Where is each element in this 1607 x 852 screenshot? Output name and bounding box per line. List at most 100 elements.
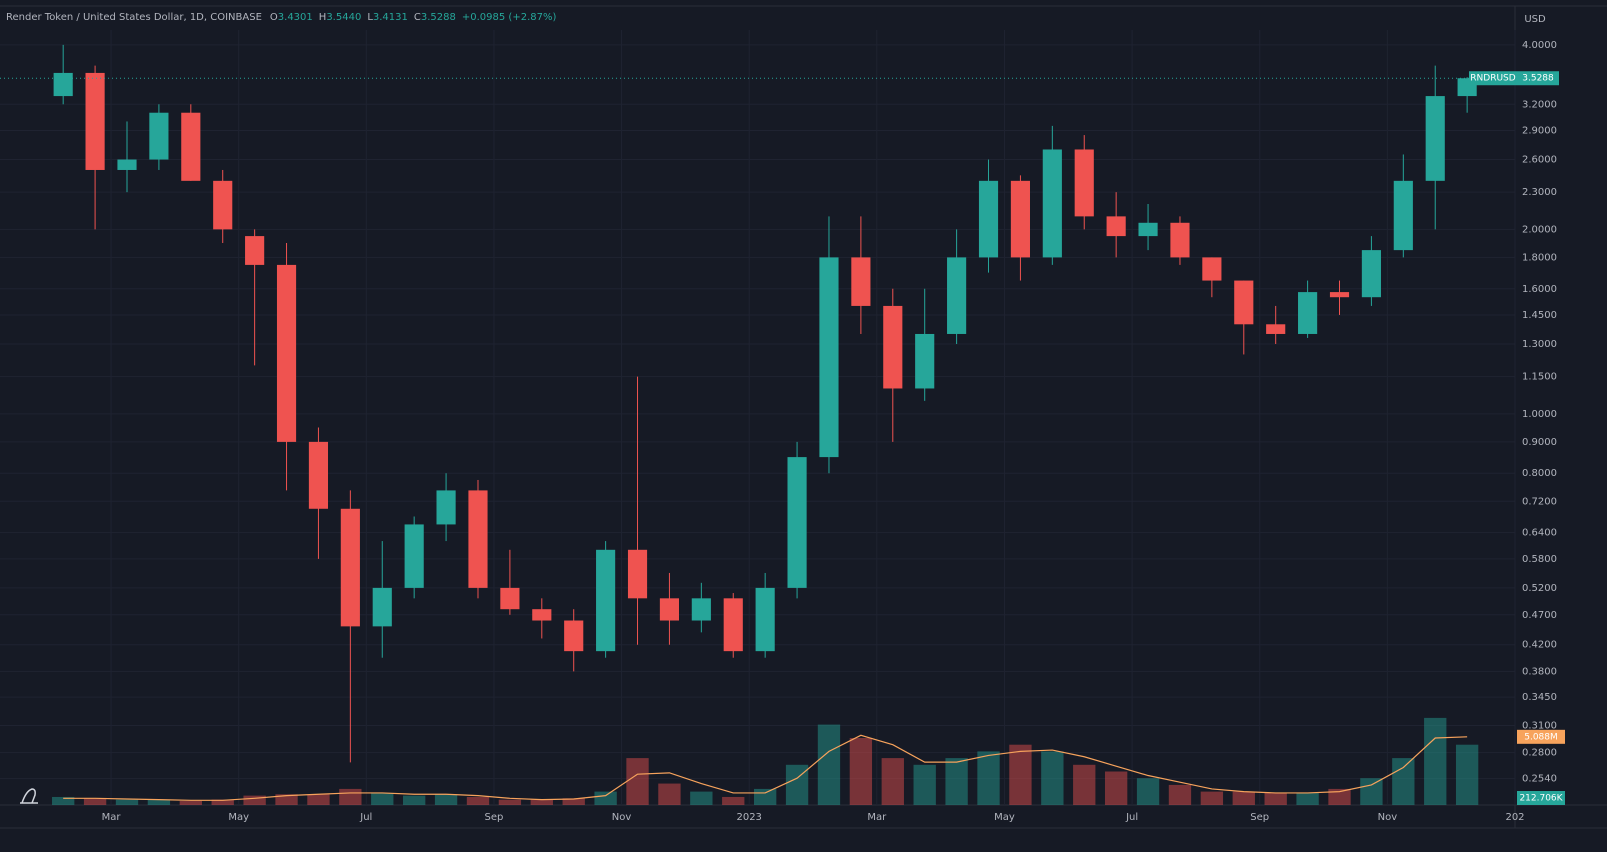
volume-bar — [817, 724, 841, 805]
volume-bar — [307, 794, 330, 805]
y-tick-label: 0.5200 — [1522, 583, 1557, 594]
y-tick-label: 2.6000 — [1522, 155, 1557, 166]
currency-label[interactable]: USD — [1524, 14, 1546, 25]
volume-bar — [1200, 791, 1224, 805]
candle-body — [787, 457, 807, 588]
candle-body — [1074, 149, 1094, 217]
ohlc-value: 3.5288 — [421, 12, 456, 23]
candle-body — [372, 587, 392, 627]
candle-body — [1042, 149, 1062, 258]
volume-bar — [913, 764, 936, 805]
y-tick-label: 2.0000 — [1522, 224, 1557, 235]
x-tick-label: Sep — [1250, 812, 1269, 823]
volume-bar — [1232, 791, 1255, 805]
candle-body — [276, 264, 297, 442]
volume-badge: 212.706K — [1519, 794, 1563, 804]
legend-title: Render Token / United States Dollar, 1D,… — [6, 12, 556, 23]
ohlc-key: H — [319, 12, 327, 23]
y-tick-label: 0.2540 — [1522, 774, 1557, 785]
volume-bar — [83, 798, 107, 805]
volume-bar — [275, 794, 298, 805]
candle-body — [1298, 292, 1318, 334]
ohlc-value: 3.4131 — [373, 12, 408, 23]
ohlc-value: 3.4301 — [278, 12, 313, 23]
volume-bar — [881, 758, 904, 805]
volume-bar — [1392, 758, 1415, 805]
candle-body — [1010, 180, 1030, 258]
volume-bar — [1360, 778, 1383, 805]
candle-body — [117, 159, 137, 170]
volume-bar — [466, 796, 490, 805]
volume-bar — [1424, 717, 1447, 805]
volume-ma-line — [63, 734, 1468, 801]
candle-body — [1202, 257, 1222, 281]
ohlc-key: L — [367, 12, 373, 23]
candle-body — [1266, 324, 1286, 334]
x-tick-label: Jul — [359, 812, 372, 823]
x-tick-label: 202 — [1505, 812, 1524, 823]
candle-body — [85, 72, 105, 170]
candle-body — [1393, 180, 1413, 251]
volume-bar — [1328, 788, 1351, 805]
candle-body — [659, 598, 680, 621]
volume-bar — [626, 758, 649, 805]
price-badge-value: 3.5288 — [1522, 74, 1554, 84]
candle-body — [723, 598, 743, 652]
y-tick-label: 2.9000 — [1522, 125, 1557, 136]
y-tick-label: 2.3000 — [1522, 187, 1557, 198]
y-tick-label: 0.4700 — [1522, 610, 1557, 621]
volume-bar — [1009, 744, 1032, 805]
volume-bar — [977, 751, 1000, 805]
candle-body — [1361, 250, 1381, 298]
volume-bar — [211, 799, 234, 805]
candle-body — [500, 587, 520, 610]
y-tick-label: 1.3000 — [1522, 339, 1557, 350]
x-tick-label: 2023 — [736, 812, 761, 823]
y-tick-label: 0.7200 — [1522, 496, 1557, 507]
volume-bar — [722, 796, 745, 805]
candle-body — [436, 490, 456, 525]
volume-bar — [849, 738, 873, 805]
candle-body — [181, 112, 201, 181]
volume-bar — [1264, 792, 1287, 805]
volume-bar — [594, 791, 617, 805]
x-tick-label: Jul — [1125, 812, 1138, 823]
candle-body — [1425, 96, 1445, 181]
candle-body — [851, 257, 871, 306]
ohlc-key: C — [414, 12, 421, 23]
x-tick-label: Mar — [102, 812, 122, 823]
candle-body — [755, 587, 775, 652]
volume-bar — [434, 794, 458, 805]
volume-bar — [179, 800, 202, 805]
volume-bar — [785, 764, 809, 805]
volume-bar — [690, 791, 713, 805]
volume-badge: 5.088M — [1524, 732, 1558, 742]
volume-bar — [243, 795, 266, 805]
volume-bar — [530, 799, 553, 805]
y-tick-label: 0.3800 — [1522, 666, 1557, 677]
candle-body — [883, 305, 903, 389]
x-tick-label: May — [228, 812, 249, 823]
y-tick-label: 0.8000 — [1522, 468, 1557, 479]
candle-body — [564, 620, 584, 652]
volume-badge-bg — [1517, 791, 1565, 805]
y-tick-label: 0.3450 — [1522, 692, 1557, 703]
y-tick-label: 1.8000 — [1522, 252, 1557, 263]
logo[interactable] — [20, 788, 38, 804]
y-tick-label: 1.0000 — [1522, 409, 1557, 420]
volume-bar — [753, 788, 777, 805]
volume-bar — [1136, 778, 1160, 805]
volume-bar — [403, 795, 426, 805]
volume-bar — [339, 788, 362, 805]
y-tick-label: 1.6000 — [1522, 284, 1557, 295]
volume-bar — [498, 799, 522, 805]
volume-bar — [371, 792, 394, 805]
candle-body — [1170, 222, 1190, 258]
price-badge-value-bg — [1517, 71, 1559, 86]
candle-body — [308, 441, 329, 509]
price-badge-bg — [1469, 71, 1517, 86]
candle-body — [468, 490, 488, 588]
